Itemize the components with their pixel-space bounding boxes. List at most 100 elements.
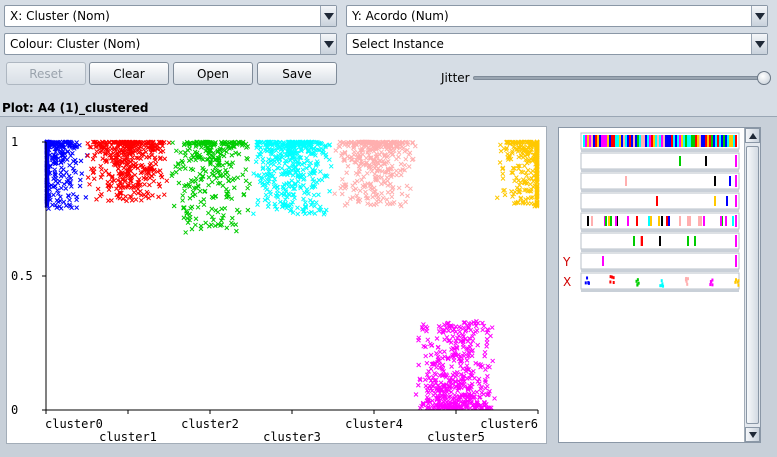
strip-mark xyxy=(602,256,604,266)
data-point xyxy=(99,171,105,177)
data-point xyxy=(127,178,133,184)
data-point xyxy=(389,163,395,169)
attribute-panel[interactable]: Y X xyxy=(558,127,761,443)
data-point xyxy=(462,392,468,397)
data-point xyxy=(106,172,111,178)
open-button[interactable]: Open xyxy=(173,62,253,85)
scroll-down-button[interactable] xyxy=(745,427,760,442)
strip-mark xyxy=(735,135,737,147)
data-point xyxy=(255,154,261,160)
data-point xyxy=(283,201,288,206)
strip-mark xyxy=(651,135,653,147)
data-point xyxy=(218,223,223,228)
data-point xyxy=(460,376,466,382)
chevron-down-icon[interactable] xyxy=(751,34,767,54)
data-point xyxy=(234,228,239,234)
data-point xyxy=(79,171,85,176)
data-point xyxy=(210,168,216,174)
chevron-down-icon[interactable] xyxy=(751,6,767,26)
attribute-strip[interactable] xyxy=(580,252,740,270)
data-point xyxy=(90,156,96,162)
data-point xyxy=(120,196,126,202)
data-point xyxy=(158,139,163,145)
data-point xyxy=(416,335,422,341)
strip-mark xyxy=(709,280,712,284)
attribute-strip[interactable] xyxy=(580,152,740,170)
data-point xyxy=(197,188,203,194)
data-point xyxy=(390,172,395,177)
clear-button[interactable]: Clear xyxy=(89,62,169,85)
instance-select[interactable]: Select Instance xyxy=(346,33,768,55)
data-point xyxy=(304,187,310,192)
data-point xyxy=(377,158,383,164)
strip-mark xyxy=(658,216,660,226)
colour-select[interactable]: Colour: Cluster (Nom) xyxy=(4,33,337,55)
data-point xyxy=(402,149,408,154)
data-point xyxy=(449,364,454,369)
data-point xyxy=(208,161,213,167)
scrollbar-thumb[interactable] xyxy=(746,146,759,424)
chevron-down-icon[interactable] xyxy=(320,34,336,54)
data-point xyxy=(448,404,453,410)
data-point xyxy=(517,187,523,192)
data-point xyxy=(104,158,110,163)
data-point xyxy=(397,168,403,174)
data-point xyxy=(365,148,371,154)
data-point xyxy=(301,160,307,166)
data-point xyxy=(470,338,476,344)
jitter-slider[interactable] xyxy=(473,76,767,80)
data-point xyxy=(368,155,374,161)
data-point xyxy=(146,195,152,201)
data-point xyxy=(370,194,376,200)
strip-mark xyxy=(612,276,615,280)
data-point xyxy=(502,187,507,193)
data-point xyxy=(315,147,320,153)
data-point xyxy=(68,184,74,189)
data-point xyxy=(200,140,206,145)
data-point xyxy=(227,161,232,167)
data-point xyxy=(458,399,464,405)
data-point xyxy=(193,216,199,222)
data-point xyxy=(523,157,529,163)
strip-mark xyxy=(637,135,639,147)
data-point xyxy=(450,372,456,378)
data-point xyxy=(52,155,58,161)
jitter-slider-thumb[interactable] xyxy=(757,71,771,85)
y-axis-select[interactable]: Y: Acordo (Num) xyxy=(346,5,768,27)
data-point xyxy=(183,182,189,188)
data-point xyxy=(150,139,156,145)
data-point xyxy=(227,146,232,151)
data-point xyxy=(424,360,430,366)
data-point xyxy=(124,174,130,179)
y-tick-label: 0 xyxy=(11,403,18,417)
strip-mark xyxy=(737,283,740,287)
save-button[interactable]: Save xyxy=(257,62,337,85)
data-point xyxy=(67,162,72,168)
strip-mark xyxy=(675,135,677,147)
scroll-up-button[interactable] xyxy=(745,128,760,143)
x-axis-select[interactable]: X: Cluster (Nom) xyxy=(4,5,337,27)
data-point xyxy=(193,222,198,228)
scatter-plot[interactable]: 1 0.5 0 cluster0 cluster1 cluster2 cluster3 cl… xyxy=(6,126,547,444)
strip-mark xyxy=(732,216,734,226)
data-point xyxy=(328,163,334,169)
reset-button[interactable]: Reset xyxy=(6,62,86,85)
data-point xyxy=(390,151,396,157)
chevron-down-icon[interactable] xyxy=(320,6,336,26)
data-point xyxy=(277,157,283,162)
strip-mark xyxy=(681,135,683,147)
data-point xyxy=(145,145,150,151)
data-point xyxy=(243,178,249,184)
data-point xyxy=(388,174,394,180)
strip-mark xyxy=(611,275,614,279)
data-point xyxy=(178,150,184,155)
data-point xyxy=(428,352,434,358)
data-point xyxy=(534,171,540,177)
data-point xyxy=(394,145,399,150)
data-point xyxy=(492,396,497,401)
data-point xyxy=(176,180,182,186)
y-attribute-marker: Y xyxy=(562,255,571,269)
attribute-scrollbar[interactable] xyxy=(744,128,760,442)
attribute-bars-svg[interactable]: Y X xyxy=(559,128,744,442)
